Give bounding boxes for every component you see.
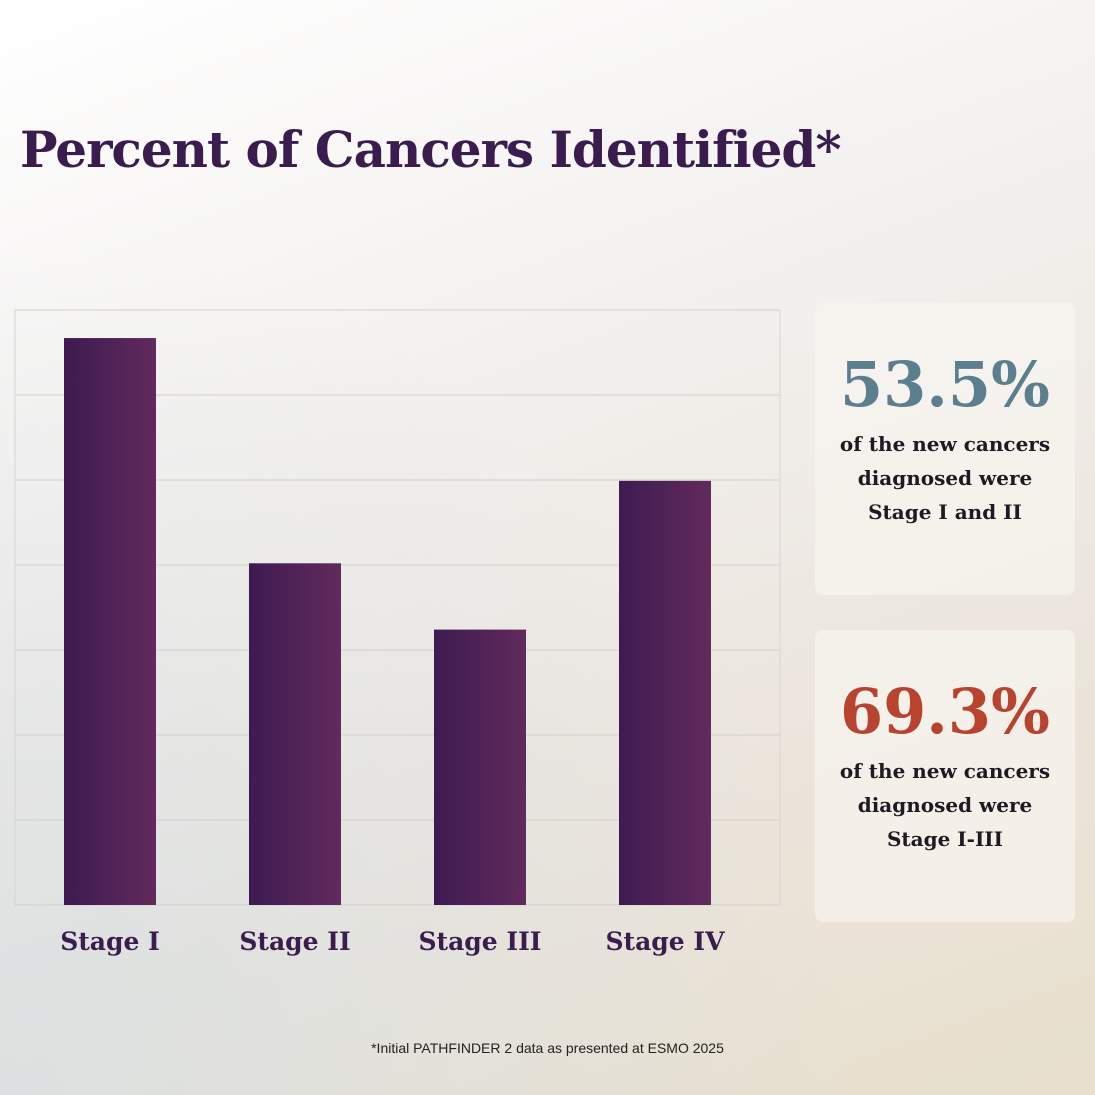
callout-line: of the new cancers (839, 432, 1051, 456)
callout-value: 69.3% (840, 675, 1050, 748)
callout-value: 53.5% (840, 348, 1050, 421)
bar-stage-i (64, 338, 156, 905)
bar-stage-iii (434, 629, 526, 905)
x-tick-label: Stage IV (606, 927, 726, 956)
x-tick-label: Stage II (239, 927, 350, 956)
callout-card-stage-i-ii: 53.5% of the new cancers diagnosed were … (815, 303, 1075, 595)
callout-line: Stage I-III (886, 827, 1004, 851)
callout-line: diagnosed were (857, 466, 1033, 490)
callout-line: Stage I and II (868, 500, 1022, 524)
bar-stage-ii (249, 563, 341, 905)
callout-line: of the new cancers (839, 759, 1051, 783)
x-tick-label: Stage I (60, 927, 160, 956)
chart-title: Percent of Cancers Identified* (20, 120, 842, 179)
footnote: *Initial PATHFINDER 2 data as presented … (371, 1040, 724, 1056)
bar-stage-iv (619, 480, 711, 905)
x-tick-label: Stage III (419, 927, 542, 956)
callout-card-stage-i-iii: 69.3% of the new cancers diagnosed were … (815, 630, 1075, 922)
callout-line: diagnosed were (857, 793, 1033, 817)
